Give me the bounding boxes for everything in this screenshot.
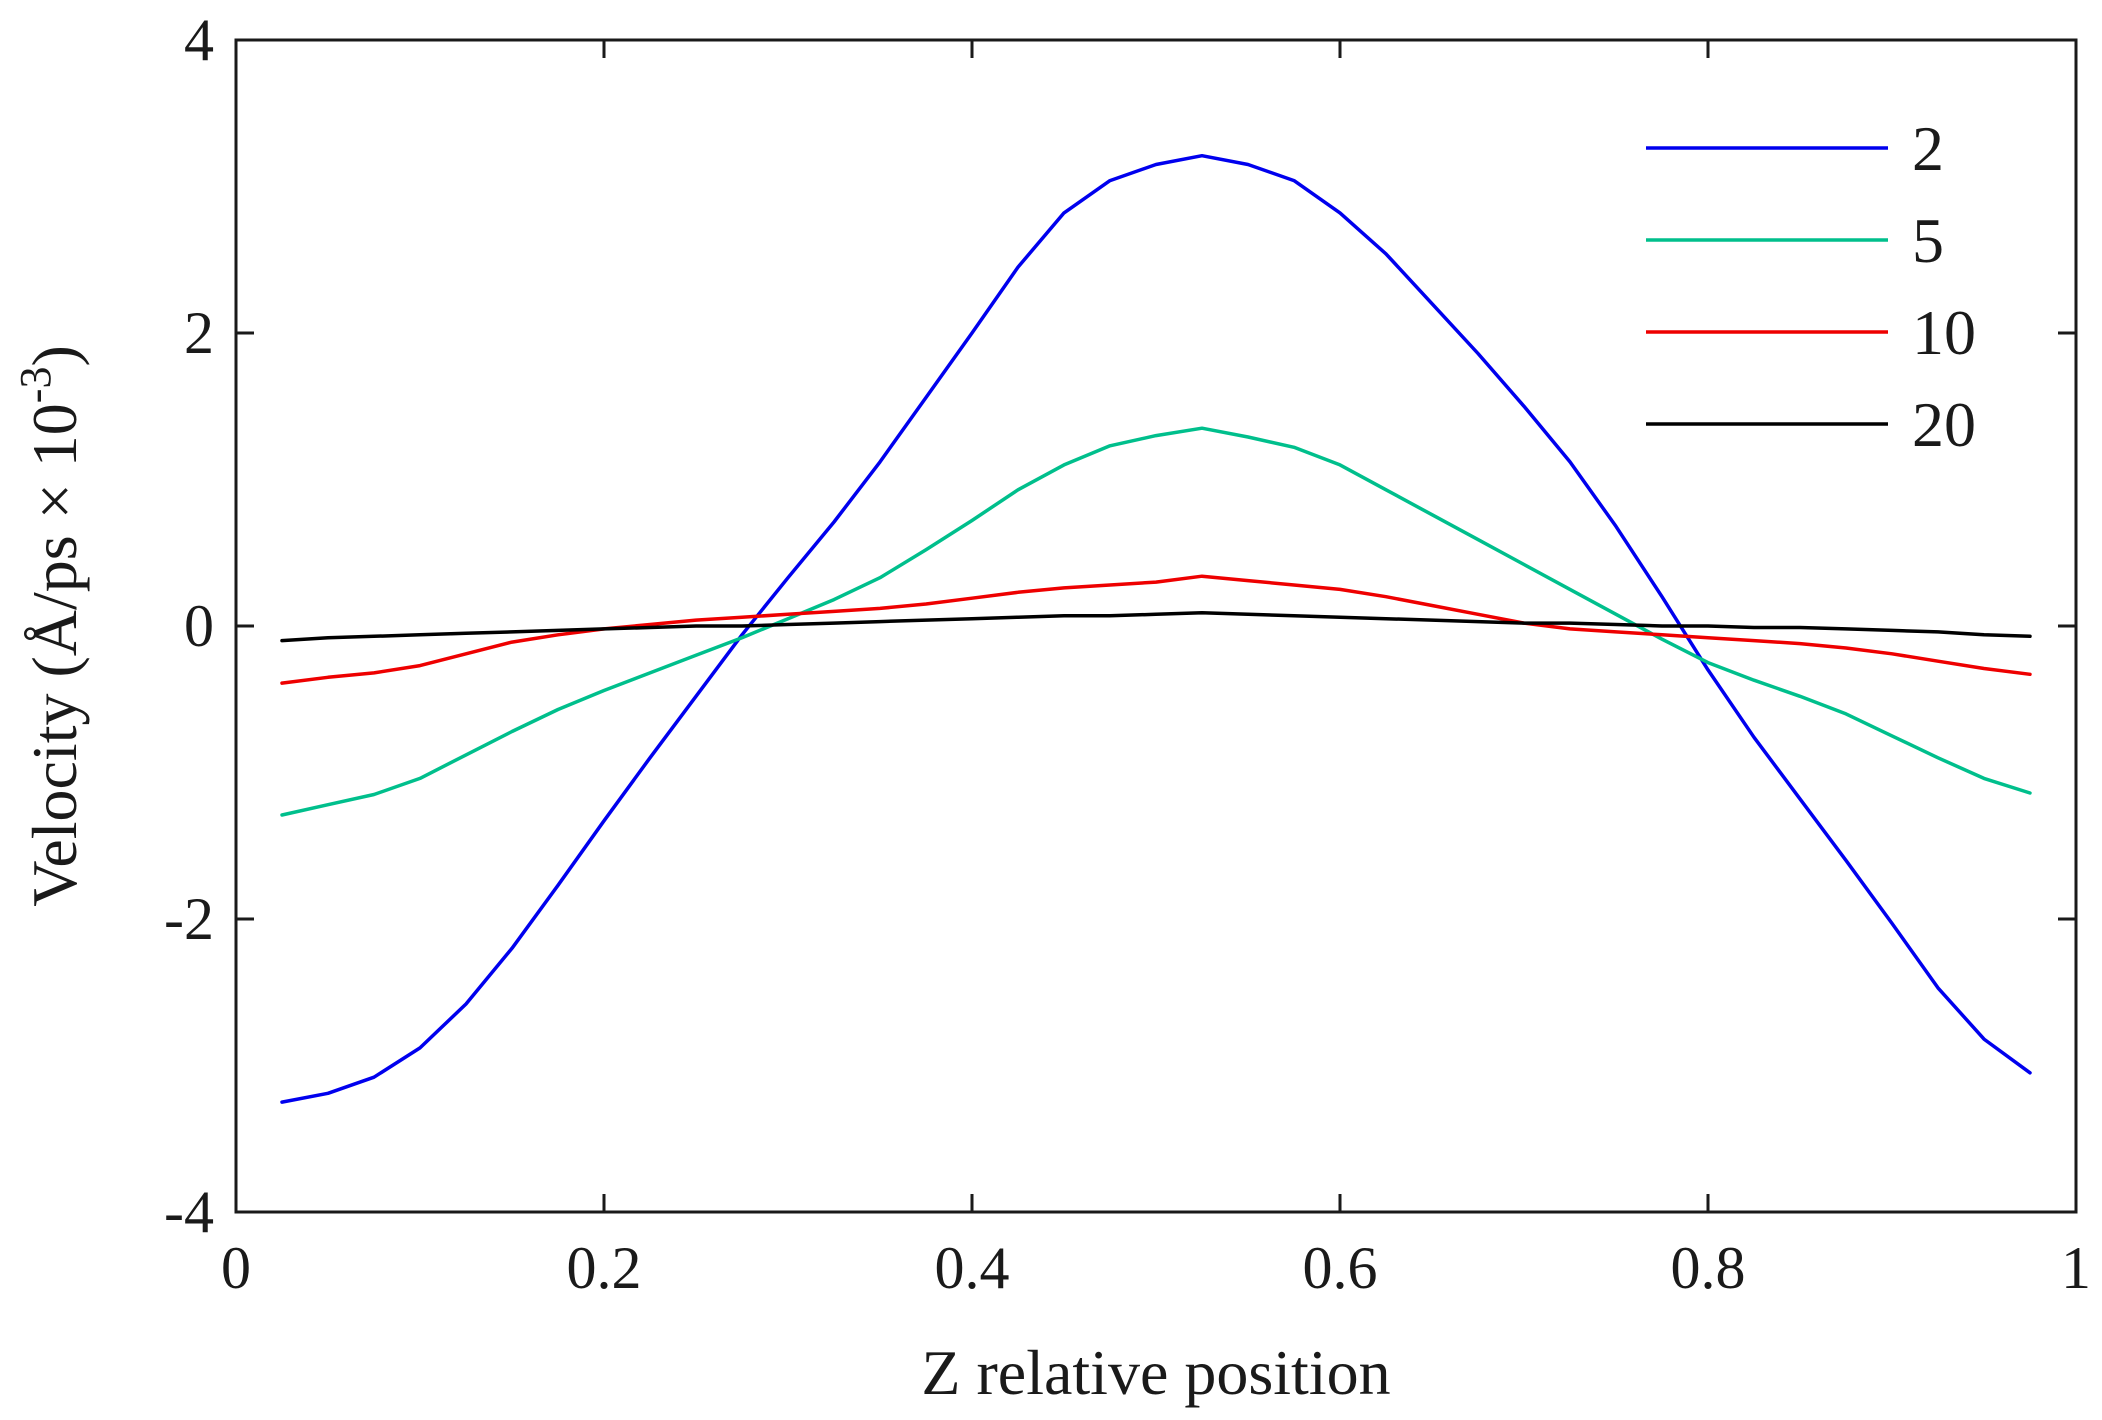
- y-axis-title-main: Velocity (Å/ps × 10: [19, 403, 90, 907]
- legend-label-5: 5: [1912, 205, 1944, 276]
- x-tick-label: 1: [2061, 1235, 2091, 1301]
- y-tick-label: -2: [164, 886, 214, 952]
- y-tick-label: -4: [164, 1179, 214, 1245]
- x-tick-label: 0.4: [935, 1235, 1010, 1301]
- x-tick-label: 0.2: [567, 1235, 642, 1301]
- legend: 2 5 10 20: [1646, 113, 1976, 460]
- x-axis-title: Z relative position: [921, 1337, 1390, 1408]
- x-tick-label: 0: [221, 1235, 251, 1301]
- series-line-20: [280, 611, 2032, 643]
- y-tick-label: 4: [184, 7, 214, 73]
- axis-ticks: [234, 38, 2078, 1214]
- x-tick-labels: 0 0.2 0.4 0.6 0.8 1: [221, 1235, 2091, 1301]
- y-tick-labels: -4 -2 0 2 4: [164, 7, 214, 1245]
- legend-label-10: 10: [1912, 297, 1976, 368]
- series-line-2: [280, 153, 2032, 1104]
- plot-area: [234, 38, 2078, 1214]
- y-axis-title-close: ): [19, 345, 90, 366]
- series-line-10: [280, 574, 2032, 685]
- y-tick-label: 0: [184, 593, 214, 659]
- series-lines: [280, 153, 2032, 1104]
- x-tick-label: 0.8: [1671, 1235, 1746, 1301]
- x-tick-label: 0.6: [1303, 1235, 1378, 1301]
- legend-label-2: 2: [1912, 113, 1944, 184]
- y-axis-title: Velocity (Å/ps × 10-3): [11, 345, 90, 907]
- series-line-5: [280, 426, 2032, 817]
- legend-label-20: 20: [1912, 389, 1976, 460]
- y-tick-label: 2: [184, 300, 214, 366]
- y-axis-title-exponent: -3: [11, 367, 60, 404]
